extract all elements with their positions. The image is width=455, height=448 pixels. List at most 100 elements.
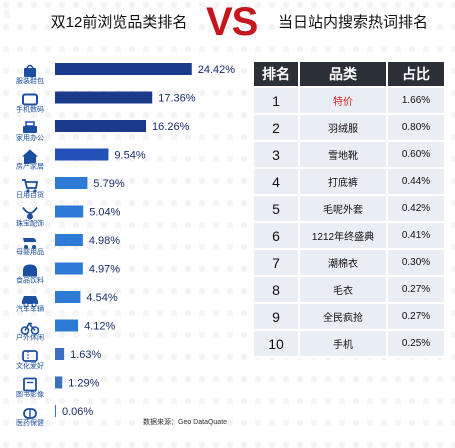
value-label: 5.04% xyxy=(89,207,120,219)
table-row: 5 毛呢外套 0.42% xyxy=(254,196,444,221)
stroller-icon xyxy=(23,238,36,249)
rank-cell: 10 xyxy=(254,331,298,356)
share-cell: 1.66% xyxy=(386,88,444,113)
category-cell: 全民疯抢 xyxy=(298,304,386,329)
header-rank: 排名 xyxy=(254,62,298,86)
category-label: 母婴用品 xyxy=(16,248,44,256)
necklace-icon xyxy=(22,206,38,220)
share-cell: 0.25% xyxy=(386,331,444,356)
value-label: 5.79% xyxy=(93,178,124,190)
value-label: 1.29% xyxy=(68,378,99,390)
share-cell: 0.27% xyxy=(386,304,444,329)
category-label: 食品饮料 xyxy=(16,276,44,285)
value-label: 4.98% xyxy=(89,235,120,247)
value-label: 4.12% xyxy=(84,321,115,333)
category-cell: 毛衣 xyxy=(298,277,386,302)
table-row: 10 手机 0.25% xyxy=(254,331,444,356)
value-label: 0.06% xyxy=(62,406,93,418)
header-share: 占比 xyxy=(386,62,444,86)
share-cell: 0.60% xyxy=(386,142,444,167)
rank-cell: 2 xyxy=(254,115,298,140)
table-row: 2 羽绒服 0.80% xyxy=(254,115,444,140)
table-row: 6 1212年终盛典 0.41% xyxy=(254,223,444,248)
rank-cell: 6 xyxy=(254,223,298,248)
browse-category-bar-chart: 服装鞋包 24.42% 手机数码 17.36% 家用办公 16.26% 房产家居 9.54% 日… xyxy=(16,63,236,427)
share-cell: 0.41% xyxy=(386,223,444,248)
bar xyxy=(55,91,153,104)
category-label: 文化爱好 xyxy=(16,361,44,370)
bread-icon xyxy=(23,264,37,277)
table-row: 7 潮棉衣 0.30% xyxy=(254,250,444,275)
data-source: 数据来源：Geo DataQuate xyxy=(143,419,228,426)
search-keyword-ranking-table: 排名 品类 占比 1 特价 1.66% 2 羽绒服 0.80% 3 雪地靴 0.60% 4 打底裤 0… xyxy=(254,60,444,358)
house-icon xyxy=(22,149,38,164)
rank-cell: 4 xyxy=(254,169,298,194)
bar xyxy=(55,291,81,303)
header-category: 品类 xyxy=(298,62,386,86)
value-label: 4.54% xyxy=(86,292,117,304)
category-cell: 潮棉衣 xyxy=(298,250,386,275)
bar xyxy=(55,120,147,132)
category-label: 医药保健 xyxy=(16,418,44,427)
share-cell: 0.30% xyxy=(386,250,444,275)
category-label: 手机数码 xyxy=(16,105,44,114)
bar xyxy=(55,348,65,360)
category-label: 图书影像 xyxy=(16,390,44,399)
category-cell: 雪地靴 xyxy=(298,142,386,167)
table-row: 8 毛衣 0.27% xyxy=(254,277,444,302)
category-cell: 1212年终盛典 xyxy=(298,223,386,248)
value-label: 4.97% xyxy=(89,264,120,276)
rank-cell: 8 xyxy=(254,277,298,302)
right-title: 当日站内搜索热词排名 xyxy=(277,14,428,31)
phone-icon xyxy=(22,93,38,106)
share-cell: 0.42% xyxy=(386,196,444,221)
category-label: 汽车车辆 xyxy=(16,304,44,313)
bar xyxy=(55,319,79,332)
bar xyxy=(55,177,88,189)
rank-cell: 1 xyxy=(254,88,298,113)
rank-cell: 9 xyxy=(254,304,298,329)
category-label: 家用办公 xyxy=(16,133,44,142)
category-cell: 羽绒服 xyxy=(298,115,386,140)
bar xyxy=(55,148,109,161)
vs-label: VS xyxy=(206,0,258,44)
table-row: 4 打底裤 0.44% xyxy=(254,169,444,194)
cart-icon xyxy=(22,179,39,193)
value-label: 9.54% xyxy=(114,150,145,162)
share-cell: 0.44% xyxy=(386,169,444,194)
category-label: 户外休闲 xyxy=(16,333,44,342)
table-row: 9 全民疯抢 0.27% xyxy=(254,304,444,329)
bar xyxy=(55,205,84,218)
book-icon xyxy=(23,377,37,392)
table-row: 1 特价 1.66% xyxy=(254,88,444,113)
share-cell: 0.80% xyxy=(386,115,444,140)
pill-icon xyxy=(23,408,37,419)
bar xyxy=(55,405,56,417)
left-title: 双12前浏览品类排名 xyxy=(50,14,188,31)
category-cell: 打底裤 xyxy=(298,169,386,194)
category-label: 日用百货 xyxy=(16,190,44,199)
category-label: 房产家居 xyxy=(16,162,44,171)
share-cell: 0.27% xyxy=(386,277,444,302)
rank-cell: 3 xyxy=(254,142,298,167)
table-row: 3 雪地靴 0.60% xyxy=(254,142,444,167)
category-cell: 特价 xyxy=(298,88,386,113)
rank-cell: 5 xyxy=(254,196,298,221)
category-label: 珠宝配饰 xyxy=(16,219,44,228)
ticket-icon xyxy=(22,350,38,362)
value-label: 1.63% xyxy=(70,349,101,361)
value-label: 17.36% xyxy=(158,93,196,105)
value-label: 24.42% xyxy=(198,64,236,76)
bar xyxy=(55,262,83,275)
bicycle-icon xyxy=(20,322,40,335)
bag-icon xyxy=(24,64,36,77)
printer-icon xyxy=(23,121,37,133)
bar xyxy=(55,234,83,246)
category-cell: 手机 xyxy=(298,331,386,356)
category-cell: 毛呢外套 xyxy=(298,196,386,221)
bar xyxy=(55,63,192,75)
bar xyxy=(55,376,63,389)
rank-cell: 7 xyxy=(254,250,298,275)
category-label: 服装鞋包 xyxy=(16,76,44,85)
value-label: 16.26% xyxy=(152,121,190,133)
